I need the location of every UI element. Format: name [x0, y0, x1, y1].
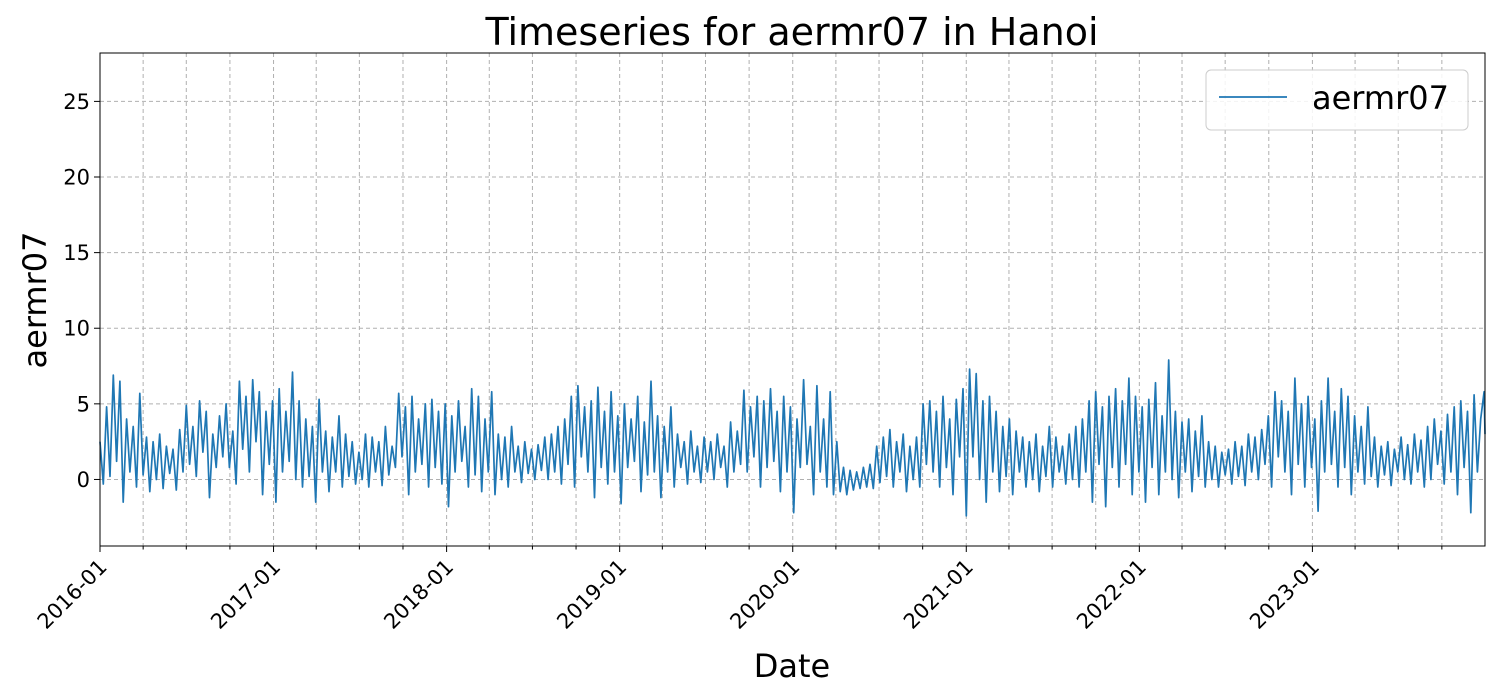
series-layer: [99, 359, 1486, 517]
y-tick-label: 5: [77, 392, 90, 416]
y-axis-label: aermr07: [16, 232, 54, 369]
y-tick-label: 0: [77, 468, 90, 492]
grid: [99, 53, 1485, 546]
y-tick-label: 15: [63, 241, 90, 265]
legend-label: aermr07: [1312, 79, 1449, 117]
y-tick-label: 10: [63, 317, 90, 341]
series-line-aermr07: [99, 359, 1486, 517]
chart-title: Timeseries for aermr07 in Hanoi: [484, 10, 1098, 54]
legend: aermr07: [1205, 69, 1469, 131]
y-tick-label: 20: [63, 166, 90, 190]
legend-box: [1205, 69, 1469, 131]
y-axis-ticks: 0 5 10 15 20 25: [63, 90, 100, 492]
y-tick-label: 25: [63, 90, 90, 114]
x-axis-label: Date: [754, 647, 830, 685]
